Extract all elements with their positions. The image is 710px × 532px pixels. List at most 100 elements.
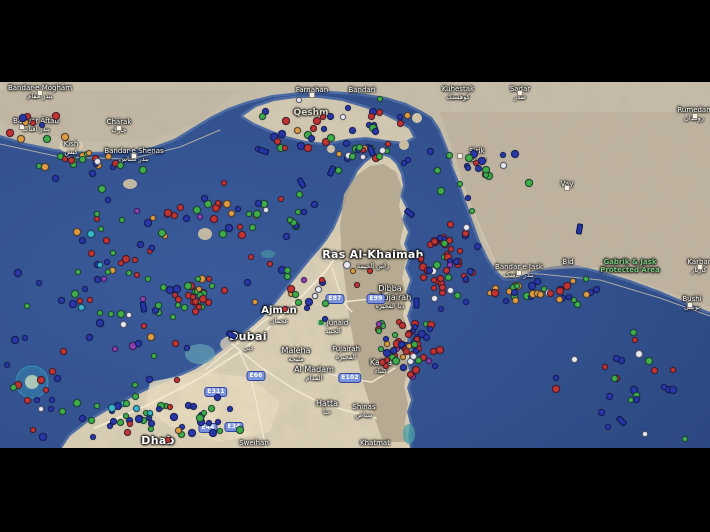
- vessel-marker[interactable]: [321, 299, 329, 307]
- vessel-marker-underway[interactable]: [257, 146, 270, 156]
- vessel-marker[interactable]: [73, 399, 82, 408]
- vessel-marker[interactable]: [132, 382, 139, 389]
- vessel-marker[interactable]: [118, 260, 125, 266]
- vessel-marker[interactable]: [500, 161, 508, 169]
- vessel-marker[interactable]: [436, 234, 443, 241]
- vessel-marker[interactable]: [262, 107, 270, 115]
- vessel-marker[interactable]: [74, 268, 81, 275]
- vessel-marker[interactable]: [436, 275, 444, 283]
- vessel-marker[interactable]: [54, 375, 62, 383]
- vessel-marker[interactable]: [402, 348, 410, 356]
- vessel-marker[interactable]: [132, 405, 140, 413]
- vessel-marker[interactable]: [642, 430, 649, 437]
- vessel-marker[interactable]: [52, 111, 61, 120]
- vessel-marker[interactable]: [375, 153, 383, 161]
- vessel-marker[interactable]: [117, 418, 125, 426]
- vessel-marker[interactable]: [547, 289, 555, 297]
- vessel-marker[interactable]: [188, 429, 197, 438]
- vessel-marker[interactable]: [23, 396, 31, 404]
- vessel-marker[interactable]: [372, 128, 380, 136]
- vessel-marker[interactable]: [419, 262, 428, 271]
- vessel-marker[interactable]: [632, 337, 639, 344]
- vessel-marker[interactable]: [104, 259, 111, 266]
- vessel-marker[interactable]: [399, 363, 407, 371]
- vessel-marker[interactable]: [534, 278, 542, 286]
- vessel-marker[interactable]: [40, 163, 49, 172]
- vessel-marker[interactable]: [247, 254, 254, 261]
- vessel-marker[interactable]: [51, 174, 59, 182]
- vessel-marker[interactable]: [154, 302, 162, 310]
- vessel-marker[interactable]: [170, 413, 179, 422]
- vessel-marker[interactable]: [383, 363, 390, 370]
- vessel-marker[interactable]: [345, 105, 352, 112]
- vessel-marker[interactable]: [552, 375, 559, 382]
- vessel-marker[interactable]: [327, 133, 336, 142]
- vessel-marker[interactable]: [282, 232, 290, 240]
- vessel-marker[interactable]: [36, 279, 42, 286]
- vessel-marker[interactable]: [14, 268, 23, 277]
- vessel-marker[interactable]: [34, 397, 41, 404]
- vessel-marker[interactable]: [447, 262, 454, 269]
- vessel-marker[interactable]: [309, 124, 317, 132]
- vessel-marker[interactable]: [311, 293, 318, 300]
- vessel-marker[interactable]: [42, 134, 51, 143]
- vessel-marker[interactable]: [116, 162, 124, 170]
- vessel-marker[interactable]: [4, 362, 11, 369]
- vessel-marker[interactable]: [417, 329, 426, 338]
- vessel-marker[interactable]: [132, 392, 140, 400]
- vessel-marker[interactable]: [467, 267, 475, 275]
- vessel-marker[interactable]: [166, 403, 173, 410]
- vessel-marker[interactable]: [367, 267, 374, 274]
- vessel-marker[interactable]: [379, 358, 387, 366]
- vessel-marker[interactable]: [223, 199, 232, 208]
- vessel-marker[interactable]: [133, 208, 140, 215]
- vessel-marker[interactable]: [429, 348, 437, 356]
- vessel-marker[interactable]: [82, 285, 89, 292]
- vessel-marker[interactable]: [93, 402, 100, 409]
- vessel-marker[interactable]: [72, 228, 81, 237]
- vessel-marker[interactable]: [60, 132, 69, 141]
- vessel-marker[interactable]: [117, 309, 126, 318]
- vessel-marker[interactable]: [502, 297, 509, 304]
- vessel-marker[interactable]: [375, 327, 382, 334]
- vessel-marker[interactable]: [48, 396, 55, 403]
- vessel-marker[interactable]: [404, 111, 412, 119]
- vessel-marker[interactable]: [356, 144, 364, 152]
- vessel-marker[interactable]: [243, 279, 251, 287]
- vessel-marker[interactable]: [59, 347, 67, 355]
- vessel-marker[interactable]: [126, 311, 133, 318]
- vessel-marker[interactable]: [87, 417, 95, 425]
- vessel-marker[interactable]: [443, 266, 451, 274]
- vessel-marker[interactable]: [23, 302, 30, 309]
- vessel-marker[interactable]: [110, 249, 117, 256]
- vessel-marker[interactable]: [97, 261, 104, 268]
- vessel-marker[interactable]: [183, 214, 191, 222]
- vessel-marker[interactable]: [283, 267, 291, 275]
- vessel-marker[interactable]: [209, 282, 216, 289]
- vessel-marker[interactable]: [112, 345, 119, 352]
- vessel-marker[interactable]: [17, 135, 26, 144]
- vessel-marker[interactable]: [605, 393, 613, 401]
- vessel-marker[interactable]: [612, 355, 620, 363]
- vessel-marker[interactable]: [105, 268, 112, 275]
- vessel-marker[interactable]: [132, 257, 139, 264]
- vessel-marker[interactable]: [145, 375, 153, 383]
- vessel-marker[interactable]: [682, 435, 689, 442]
- vessel-marker[interactable]: [308, 135, 316, 143]
- vessel-marker[interactable]: [49, 368, 57, 376]
- vessel-marker[interactable]: [645, 357, 654, 366]
- vessel-marker[interactable]: [605, 423, 612, 430]
- vessel-marker[interactable]: [400, 160, 407, 167]
- vessel-marker[interactable]: [94, 210, 101, 217]
- vessel-marker[interactable]: [630, 329, 638, 337]
- vessel-marker[interactable]: [410, 340, 418, 348]
- vessel-marker[interactable]: [6, 129, 15, 138]
- vessel-marker[interactable]: [146, 409, 153, 416]
- vessel-marker[interactable]: [398, 321, 406, 329]
- vessel-marker[interactable]: [148, 426, 155, 433]
- vessel-marker[interactable]: [237, 223, 244, 230]
- vessel-marker[interactable]: [448, 245, 455, 252]
- vessel-marker[interactable]: [155, 406, 162, 413]
- vessel-marker[interactable]: [78, 236, 86, 244]
- vessel-marker-underway[interactable]: [403, 207, 416, 219]
